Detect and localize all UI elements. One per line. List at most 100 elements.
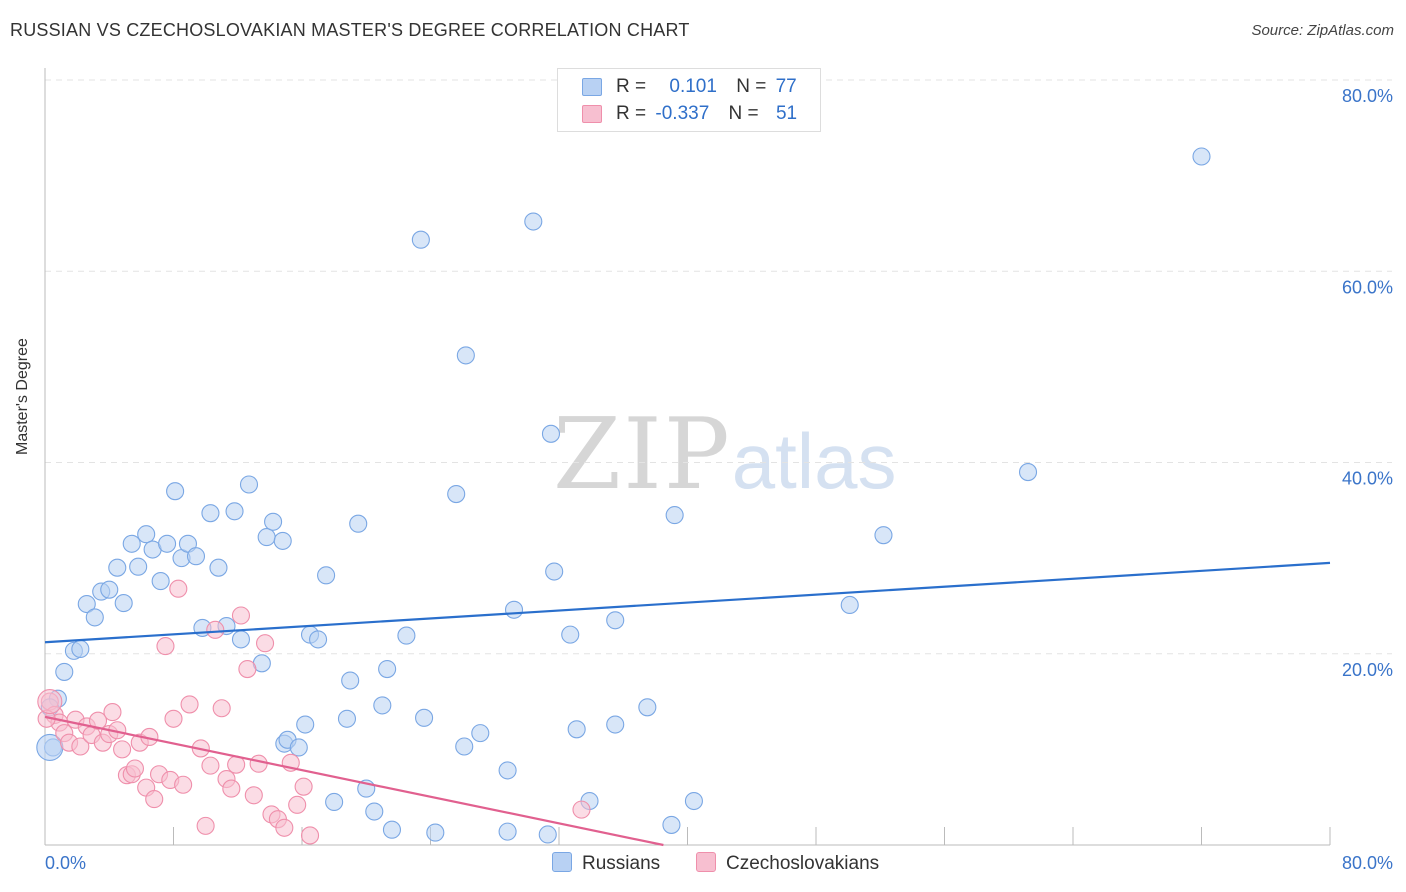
czechoslovakians-point <box>88 711 108 730</box>
russians-point <box>561 625 580 644</box>
russians-point <box>309 630 328 649</box>
russians-point <box>129 557 148 576</box>
russians-point <box>373 696 392 715</box>
czechoslovakians-point <box>288 795 307 814</box>
y-tick-label: 40.0% <box>1342 469 1393 489</box>
czechoslovakians-point <box>174 775 193 794</box>
y-tick-label: 20.0% <box>1342 660 1393 680</box>
russians-swatch <box>582 78 602 96</box>
czechoslovakians-trend-line <box>44 715 664 847</box>
russians-point <box>341 671 360 690</box>
czechoslovakians-point <box>572 800 591 819</box>
czechoslovakians-point <box>196 816 215 835</box>
russians-point <box>273 531 292 550</box>
russians-point <box>606 611 625 630</box>
russians-label: Russians <box>582 853 661 874</box>
russians-point <box>85 608 104 627</box>
czechoslovakians-swatch <box>582 105 602 123</box>
bottom-legend-russians: Russians <box>552 852 660 875</box>
x-tick-label: 80.0% <box>1342 853 1393 873</box>
czechoslovakians-point <box>256 634 275 653</box>
correlation-legend: R = 0.101 N = 77 R = -0.337 N = 51 <box>557 68 821 132</box>
russians-point <box>498 761 517 780</box>
russians-point <box>411 230 430 249</box>
russians-point <box>201 504 220 523</box>
russians-point <box>55 662 74 681</box>
czechoslovakians-label: Czechoslovakians <box>726 853 880 874</box>
russians-point <box>349 514 368 533</box>
czechoslovakians-point <box>249 754 268 773</box>
czechoslovakians-point <box>201 756 220 775</box>
russians-point <box>1192 147 1211 166</box>
russians-point <box>114 594 133 613</box>
legend-r-value: -0.337 <box>655 103 710 124</box>
russians-point <box>296 715 315 734</box>
czechoslovakians-point <box>113 740 132 759</box>
russians-point <box>606 715 625 734</box>
russians-point <box>108 558 127 577</box>
legend-n-label: N = <box>728 103 759 124</box>
legend-r-label: R = <box>616 103 647 124</box>
legend-r-label: R = <box>616 76 647 97</box>
czechoslovakians-point <box>164 709 183 728</box>
czechoslovakians-point <box>231 606 251 625</box>
russians-point <box>325 792 344 812</box>
russians-point <box>426 823 445 842</box>
russians-point <box>122 534 141 553</box>
source-credit: Source: ZipAtlas.com <box>1251 22 1394 39</box>
watermark-atlas: atlas <box>731 417 897 505</box>
russians-point <box>662 815 681 834</box>
russians-point <box>71 639 90 659</box>
russians-point <box>638 698 657 717</box>
russians-point <box>209 558 228 577</box>
czechoslovakians-point <box>300 826 320 845</box>
russians-point <box>317 566 336 585</box>
russians-point <box>77 594 96 614</box>
czechoslovakians-point <box>71 737 90 756</box>
russians-point <box>337 709 357 728</box>
russians-point <box>289 738 308 757</box>
czechoslovakians-point <box>145 790 164 809</box>
russians-point <box>378 659 397 679</box>
czechoslovakians-point <box>275 818 294 837</box>
legend-n-value: 77 <box>775 76 797 97</box>
russians-point <box>840 595 859 615</box>
czechoslovakians-point <box>222 779 241 798</box>
russians-point <box>264 512 283 531</box>
russians-point <box>231 630 251 649</box>
czechoslovakians-point <box>212 699 231 718</box>
czechoslovakians-points <box>37 579 591 845</box>
russians-point <box>447 485 466 504</box>
czechoslovakians-point-cluster <box>37 689 63 715</box>
x-tick-label: 0.0% <box>45 853 86 873</box>
legend-n-value: 51 <box>775 103 798 124</box>
russians-swatch <box>552 852 572 872</box>
axes <box>44 68 1331 846</box>
russians-point <box>186 547 206 566</box>
russians-point <box>567 720 586 739</box>
russians-point <box>166 482 185 501</box>
russians-point <box>538 825 557 844</box>
gridlines <box>45 79 1392 655</box>
chart-title: RUSSIAN VS CZECHOSLOVAKIAN MASTER'S DEGR… <box>10 20 690 40</box>
trend-lines <box>44 561 1331 847</box>
russians-point <box>498 822 517 841</box>
russians-point <box>225 502 244 521</box>
russians-point <box>239 475 259 494</box>
czechoslovakians-point <box>206 620 225 639</box>
russians-trend-line <box>44 561 1331 644</box>
russians-point <box>415 708 434 727</box>
russians-point <box>1018 463 1038 482</box>
russians-point <box>874 526 893 545</box>
russians-point <box>257 528 276 547</box>
czechoslovakians-point <box>238 659 257 679</box>
czechoslovakians-point <box>244 786 263 805</box>
russians-point <box>684 791 703 811</box>
russians-point <box>456 346 475 365</box>
czechoslovakians-point <box>103 703 122 722</box>
y-tick-label: 80.0% <box>1342 86 1393 106</box>
czechoslovakians-point <box>169 579 188 598</box>
russians-point <box>541 424 561 443</box>
tick-labels: 20.0% 40.0% 60.0% 80.0% 0.0% 80.0% <box>45 86 1393 873</box>
